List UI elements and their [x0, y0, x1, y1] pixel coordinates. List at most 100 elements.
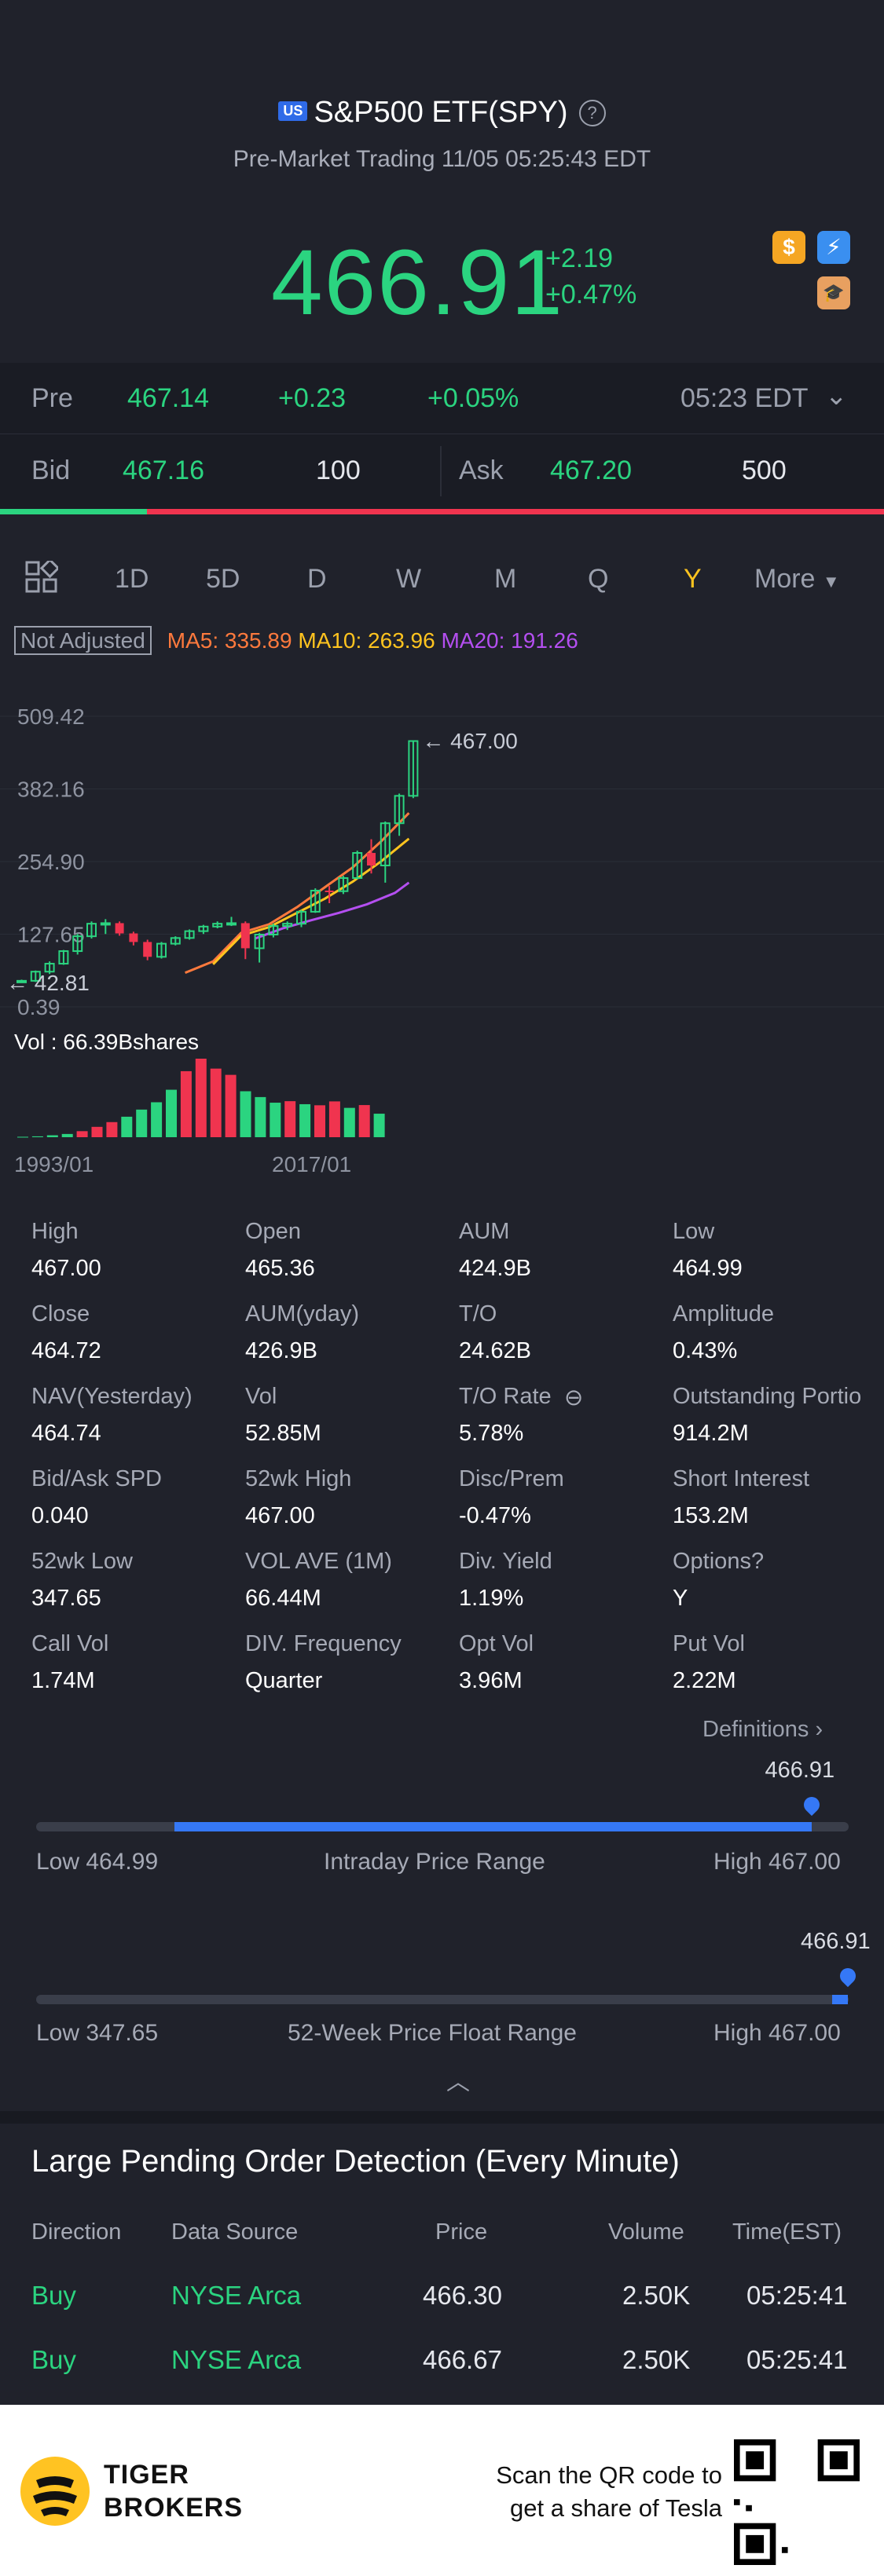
stat-item: 52wk Low 347.65 [31, 1549, 133, 1612]
ask-label: Ask [459, 456, 504, 485]
tab-q[interactable]: Q [588, 564, 609, 594]
tab-d[interactable]: D [307, 564, 327, 594]
stat-label: Close [31, 1301, 90, 1326]
stat-value: Quarter [245, 1668, 323, 1693]
col-data-source: Data Source [171, 2219, 299, 2245]
order-direction: Buy [31, 2345, 76, 2374]
candle [17, 979, 27, 983]
x-tick-label: 1993/01 [14, 1152, 94, 1176]
candle [394, 793, 405, 836]
volume-bar [328, 1101, 340, 1137]
stat-label: Disc/Prem [459, 1466, 564, 1491]
intraday-fill [174, 1822, 812, 1831]
ask-size: 500 [742, 456, 787, 485]
volume-bar [240, 1091, 251, 1137]
more-tab[interactable]: More ▼ [754, 564, 840, 595]
intraday-current: 466.91 [765, 1758, 835, 1783]
stat-label: T/O Rate [459, 1384, 552, 1409]
stat-label: Options? [673, 1549, 765, 1574]
week52-label: 52-Week Price Float Range [288, 2020, 577, 2046]
tab-w[interactable]: W [396, 564, 422, 594]
stat-item: Options? Y [673, 1549, 764, 1612]
chevron-down-icon[interactable]: ⌄ [825, 381, 848, 411]
candle [100, 919, 111, 935]
premarket-change: +0.23 [278, 383, 347, 413]
intraday-low: Low 464.99 [36, 1849, 159, 1875]
stat-value: 1.19% [459, 1586, 524, 1611]
ma5-line [185, 812, 410, 975]
tab-m[interactable]: M [494, 564, 517, 594]
ma5-value: MA5: 335.89 [167, 628, 292, 653]
bid-volume-bar [0, 509, 147, 514]
triangle-down-icon: ▼ [822, 572, 840, 591]
collapse-chevron-icon[interactable]: ︿ [446, 2069, 470, 2095]
lightning-icon[interactable]: ⚡ [817, 231, 850, 264]
candle-body [198, 925, 209, 932]
stat-label: T/O [459, 1301, 497, 1326]
ma20-line [255, 881, 410, 940]
adjust-toggle[interactable]: Not Adjusted [14, 626, 152, 655]
candle [325, 886, 334, 903]
stat-label: DIV. Frequency [245, 1631, 402, 1656]
volume-bar [166, 1089, 177, 1137]
layout-grid-icon[interactable] [25, 558, 61, 601]
intraday-label: Intraday Price Range [324, 1849, 545, 1875]
volume-bar [195, 1059, 207, 1137]
stat-item: Bid/Ask SPD 0.040 [31, 1466, 162, 1529]
stat-value: 426.9B [245, 1338, 317, 1363]
page-title: US S&P500 ETF(SPY)? [0, 96, 884, 130]
volume-bar [61, 1133, 73, 1137]
stat-item: 52wk High 467.00 [245, 1466, 351, 1529]
candle [170, 936, 181, 946]
stat-value: 467.00 [31, 1256, 101, 1281]
stat-value: 0.040 [31, 1503, 89, 1528]
volume-bar [255, 1096, 266, 1137]
tab-1d[interactable]: 1D [115, 564, 149, 594]
help-icon[interactable]: ? [578, 100, 606, 126]
ma20-value: MA20: 191.26 [441, 628, 578, 653]
stat-item: Call Vol 1.74M [31, 1631, 108, 1694]
tab-5d[interactable]: 5D [206, 564, 240, 594]
volume-bar [91, 1126, 103, 1137]
volume-bar [106, 1122, 118, 1137]
candle [367, 839, 376, 874]
col-direction: Direction [31, 2219, 122, 2245]
stat-value: 464.99 [673, 1256, 743, 1281]
stat-value: 2.22M [673, 1668, 736, 1693]
stat-item: Close 464.72 [31, 1301, 101, 1364]
candle [282, 921, 293, 931]
order-price: 466.30 [423, 2281, 502, 2310]
stat-label: Opt Vol [459, 1631, 534, 1656]
dollar-icon[interactable]: $ [772, 231, 805, 264]
volume-bar [46, 1135, 58, 1137]
tiger-logo-icon [20, 2457, 90, 2526]
tab-y[interactable]: Y [684, 564, 702, 594]
col-volume: Volume [608, 2219, 684, 2245]
price-chart[interactable]: 509.42 382.16 254.90 127.65 0.39 ← 467.00 ← 4… [0, 691, 884, 1194]
qr-code-icon[interactable] [734, 2439, 860, 2565]
volume-bar [121, 1116, 133, 1137]
ma10-value: MA10: 263.96 [298, 628, 435, 653]
y-tick-label: 509.42 [17, 704, 85, 729]
candle-body [408, 740, 419, 797]
stat-item: Div. Yield 1.19% [459, 1549, 552, 1612]
order-volume: 2.50K [622, 2345, 691, 2374]
volume-bar [76, 1131, 88, 1137]
stat-value: 464.72 [31, 1338, 101, 1363]
candle-body [170, 937, 181, 945]
stat-item: Opt Vol 3.96M [459, 1631, 534, 1694]
candle [310, 888, 321, 913]
candle [143, 939, 152, 961]
scan-line2: get a share of Tesla [510, 2494, 722, 2522]
stat-item: T/O 24.62B [459, 1301, 531, 1364]
candle [352, 851, 363, 880]
candle-body [325, 891, 334, 893]
stat-item: Low 464.99 [673, 1219, 743, 1282]
graduation-cap-icon[interactable]: 🎓 [817, 276, 850, 309]
volume-bar [210, 1068, 222, 1137]
info-icon[interactable]: ⊖ [564, 1385, 584, 1411]
chevron-right-icon: › [815, 1717, 823, 1742]
premarket-row[interactable]: Pre 467.14 +0.23 +0.05% 05:23 EDT ⌄ [0, 363, 884, 434]
volume-bar [225, 1074, 237, 1137]
definitions-link[interactable]: Definitions › [702, 1717, 823, 1743]
